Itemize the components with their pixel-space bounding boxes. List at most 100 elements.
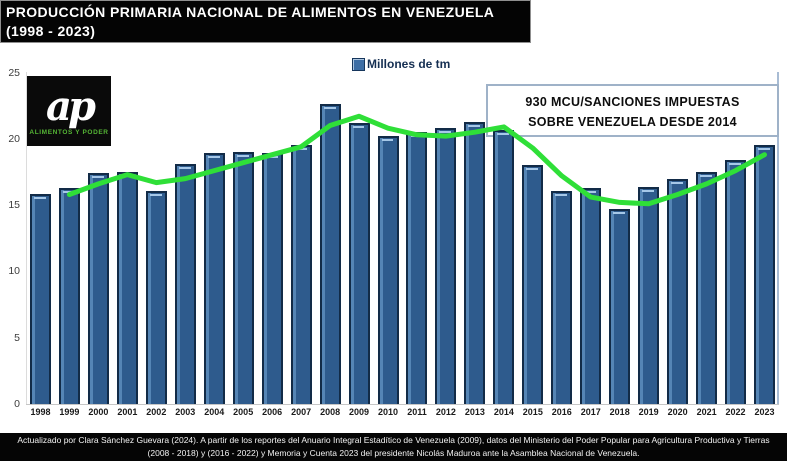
bar-2013 <box>464 121 486 404</box>
bar-2008 <box>319 104 341 404</box>
bar-highlight <box>294 148 307 151</box>
bar-2012 <box>435 128 457 404</box>
x-tick-label-2012: 2012 <box>435 407 456 417</box>
x-tick-label-2015: 2015 <box>522 407 543 417</box>
annotation-line-1: 930 MCU/SANCIONES IMPUESTAS <box>525 95 740 109</box>
bar-2003 <box>174 163 196 404</box>
bar-2018 <box>609 209 631 404</box>
legend-swatch-icon <box>352 57 365 71</box>
bar-highlight <box>323 107 336 110</box>
annotation-line-2: SOBRE VENEZUELA DESDE 2014 <box>528 115 737 129</box>
bar-2010 <box>377 136 399 404</box>
bar-highlight <box>758 148 770 151</box>
x-tick-label-2010: 2010 <box>377 407 399 417</box>
x-tick-label-2013: 2013 <box>464 407 485 417</box>
x-tick-label-2014: 2014 <box>493 407 514 417</box>
x-tick-label-2018: 2018 <box>609 407 630 417</box>
bar-2009 <box>348 122 370 404</box>
x-tick-label-2000: 2000 <box>88 407 109 417</box>
x-tick-label-2021: 2021 <box>696 407 717 417</box>
bar-highlight <box>584 190 597 193</box>
bar-highlight <box>62 190 75 193</box>
x-tick-label-2002: 2002 <box>146 407 167 417</box>
logo-monogram: ap <box>46 83 96 130</box>
bar-2004 <box>203 153 225 404</box>
bar-2020 <box>667 178 689 404</box>
bar-highlight <box>729 163 741 166</box>
bar-highlight <box>642 189 655 192</box>
x-axis-line <box>26 404 779 405</box>
bar-2001 <box>116 171 138 404</box>
bar-2000 <box>87 173 109 404</box>
title-box: PRODUCCIÓN PRIMARIA NACIONAL DE ALIMENTO… <box>0 0 531 43</box>
bar-highlight <box>671 181 684 184</box>
bar-highlight <box>34 197 46 200</box>
plot-right-border <box>777 72 779 404</box>
x-tick-label-2004: 2004 <box>204 407 225 417</box>
bar-2015 <box>522 165 544 404</box>
x-tick-label-2006: 2006 <box>262 407 283 417</box>
bar-highlight <box>555 193 568 196</box>
x-tick-label-2005: 2005 <box>233 407 254 417</box>
page-title-years: (1998 - 2023) <box>6 23 96 39</box>
y-axis-line <box>26 72 27 404</box>
legend-label: Millones de tm <box>367 57 451 71</box>
bar-highlight <box>410 135 423 138</box>
y-tick-label-20: 20 <box>8 132 20 145</box>
bar-2023 <box>754 145 776 404</box>
y-tick-label-15: 15 <box>8 199 20 212</box>
x-tick-label-2022: 2022 <box>725 407 746 417</box>
x-tick-label-2016: 2016 <box>551 407 572 417</box>
bar-highlight <box>381 139 394 142</box>
x-tick-label-2019: 2019 <box>638 407 659 417</box>
x-tick-label-2008: 2008 <box>320 407 341 417</box>
bar-highlight <box>497 132 510 135</box>
bar-highlight <box>207 156 220 159</box>
bar-highlight <box>91 176 104 179</box>
y-tick-label-10: 10 <box>8 265 20 278</box>
logo: ap ALIMENTOS Y PODER <box>27 76 111 146</box>
bar-2016 <box>551 190 573 404</box>
bar-2005 <box>232 152 254 404</box>
bar-highlight <box>439 131 452 134</box>
x-tick-label-2009: 2009 <box>349 407 370 417</box>
bar-2019 <box>638 186 660 404</box>
x-tick-label-2011: 2011 <box>407 407 427 417</box>
x-tick-label-2003: 2003 <box>175 407 196 417</box>
bar-2022 <box>725 160 747 404</box>
x-tick-label-2001: 2001 <box>117 407 138 417</box>
bar-2007 <box>290 145 312 404</box>
bar-highlight <box>149 193 162 196</box>
bar-highlight <box>178 166 191 169</box>
page-title: PRODUCCIÓN PRIMARIA NACIONAL DE ALIMENTO… <box>6 4 495 20</box>
bar-highlight <box>352 125 365 128</box>
bar-1998 <box>29 194 51 404</box>
bar-highlight <box>700 174 713 177</box>
bar-highlight <box>613 212 626 215</box>
annotation-box: 930 MCU/SANCIONES IMPUESTAS SOBRE VENEZU… <box>486 84 779 137</box>
x-tick-label-1999: 1999 <box>59 407 80 417</box>
y-tick-label-25: 25 <box>8 66 20 79</box>
bar-2006 <box>261 153 283 404</box>
bar-2017 <box>580 187 602 404</box>
bar-2014 <box>493 129 515 404</box>
bar-2011 <box>406 132 428 404</box>
x-tick-label-1998: 1998 <box>30 407 51 417</box>
legend: Millones de tm <box>352 57 450 71</box>
x-tick-label-2023: 2023 <box>754 407 775 417</box>
x-tick-label-2007: 2007 <box>291 407 312 417</box>
x-tick-label-2017: 2017 <box>580 407 601 417</box>
bar-highlight <box>468 124 481 127</box>
y-tick-label-5: 5 <box>14 331 20 344</box>
y-tick-label-0: 0 <box>14 398 20 410</box>
x-tick-label-2020: 2020 <box>667 407 688 417</box>
bar-2002 <box>145 190 167 404</box>
footer-credit: Actualizado por Clara Sánchez Guevara (2… <box>0 433 787 461</box>
bar-1999 <box>58 187 80 404</box>
bar-2021 <box>696 171 718 404</box>
logo-caption: ALIMENTOS Y PODER <box>29 129 109 136</box>
bar-highlight <box>265 156 278 159</box>
bar-highlight <box>120 174 133 177</box>
bar-highlight <box>236 155 249 158</box>
